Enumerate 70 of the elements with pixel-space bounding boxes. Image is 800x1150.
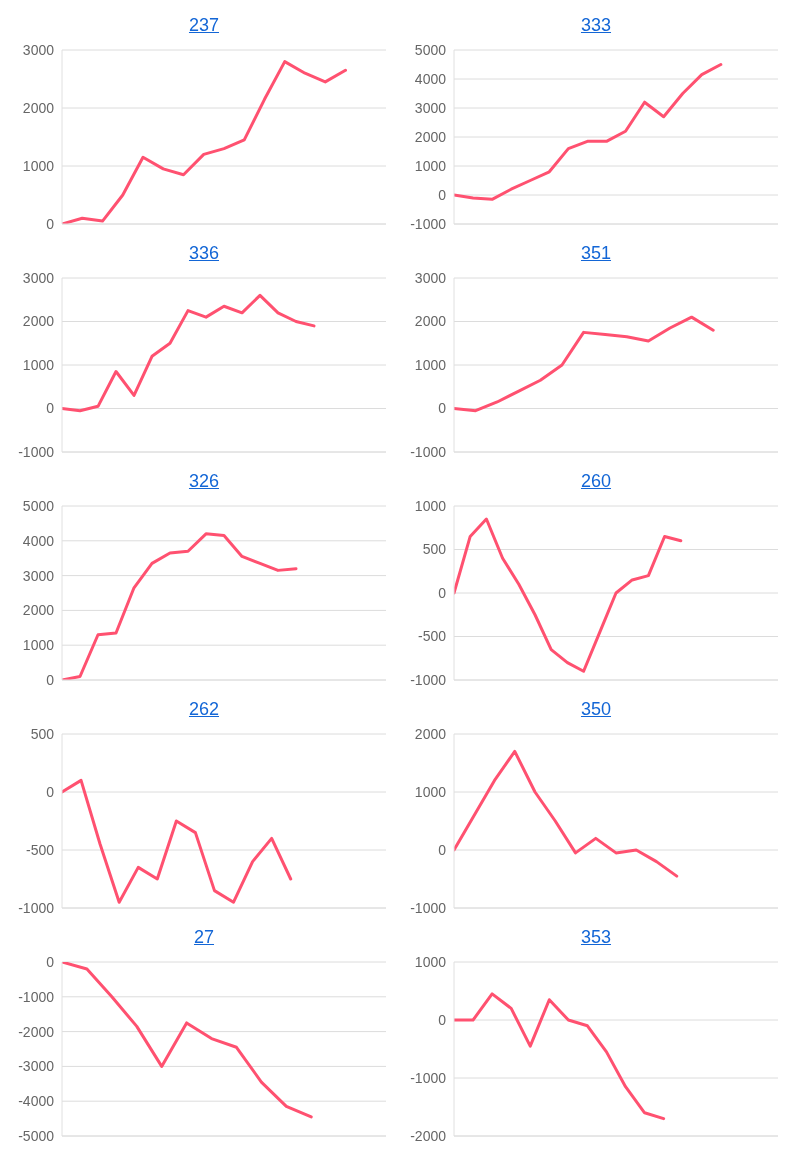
y-tick-label: -5000 [18, 1127, 55, 1144]
y-tick-label: 3000 [22, 567, 55, 584]
y-tick-label: 1000 [414, 783, 447, 800]
line-series [454, 63, 723, 201]
y-tick-label: 0 [438, 584, 447, 601]
y-tick-label: 2000 [22, 602, 55, 619]
y-tick-label: -1000 [18, 988, 55, 1005]
line-series [454, 315, 715, 413]
y-tick-label: 4000 [414, 70, 447, 87]
y-tick-label: 3000 [22, 269, 55, 286]
line-series [62, 293, 316, 413]
y-tick-label: -1000 [410, 1069, 447, 1086]
y-tick-label: 3000 [414, 269, 447, 286]
y-tick-label: 5000 [414, 41, 447, 58]
y-tick-label: -500 [417, 628, 447, 645]
y-tick-label: 3000 [22, 41, 55, 58]
chart-title: 262 [188, 699, 220, 719]
y-tick-label: -2000 [18, 1023, 55, 1040]
line-series [62, 60, 347, 224]
y-tick-label: 4000 [22, 532, 55, 549]
y-tick-label: -4000 [18, 1093, 55, 1110]
y-tick-label: 2000 [22, 99, 55, 116]
y-tick-label: 2000 [414, 128, 447, 145]
y-tick-label: -1000 [18, 899, 55, 916]
chart-title: 237 [188, 15, 220, 35]
y-tick-label: -500 [25, 841, 55, 858]
chart-title: 326 [188, 471, 220, 491]
y-tick-label: -1000 [410, 215, 447, 232]
y-tick-label: 5000 [22, 497, 55, 514]
y-tick-label: 0 [438, 1011, 447, 1028]
line-series [62, 778, 293, 904]
y-tick-label: 0 [438, 186, 447, 203]
chart-title: 351 [580, 243, 612, 263]
line-series [454, 749, 679, 878]
y-tick-label: -1000 [410, 899, 447, 916]
y-tick-label: 0 [438, 400, 447, 417]
y-tick-label: 0 [46, 400, 55, 417]
y-tick-label: 500 [422, 541, 447, 558]
y-tick-label: -1000 [410, 671, 447, 688]
chart-title: 260 [580, 471, 612, 491]
line-series [454, 992, 666, 1121]
y-tick-label: -1000 [18, 443, 55, 460]
y-tick-label: 3000 [414, 99, 447, 116]
y-tick-label: 1000 [22, 157, 55, 174]
chart-title: 353 [580, 927, 612, 947]
y-tick-label: 2000 [414, 313, 447, 330]
y-tick-label: 1000 [22, 637, 55, 654]
y-tick-label: 1000 [22, 356, 55, 373]
line-series [62, 532, 298, 680]
y-tick-label: 0 [46, 671, 55, 688]
y-tick-label: 0 [46, 783, 55, 800]
y-tick-label: 1000 [414, 157, 447, 174]
chart-title: 336 [188, 243, 220, 263]
y-tick-label: -1000 [410, 443, 447, 460]
line-series [454, 517, 683, 673]
line-series [62, 962, 313, 1119]
y-tick-label: 1000 [414, 953, 447, 970]
y-tick-label: 1000 [414, 497, 447, 514]
y-tick-label: 0 [46, 215, 55, 232]
y-tick-label: 500 [30, 725, 55, 742]
y-tick-label: 0 [46, 953, 55, 970]
y-tick-label: -2000 [410, 1127, 447, 1144]
chart-title: 333 [580, 15, 612, 35]
y-tick-label: 2000 [414, 725, 447, 742]
y-tick-label: 0 [438, 841, 447, 858]
chart-title: 350 [580, 699, 612, 719]
y-tick-label: 1000 [414, 356, 447, 373]
chart-title: 27 [193, 927, 215, 947]
y-tick-label: -3000 [18, 1058, 55, 1075]
y-tick-label: 2000 [22, 313, 55, 330]
